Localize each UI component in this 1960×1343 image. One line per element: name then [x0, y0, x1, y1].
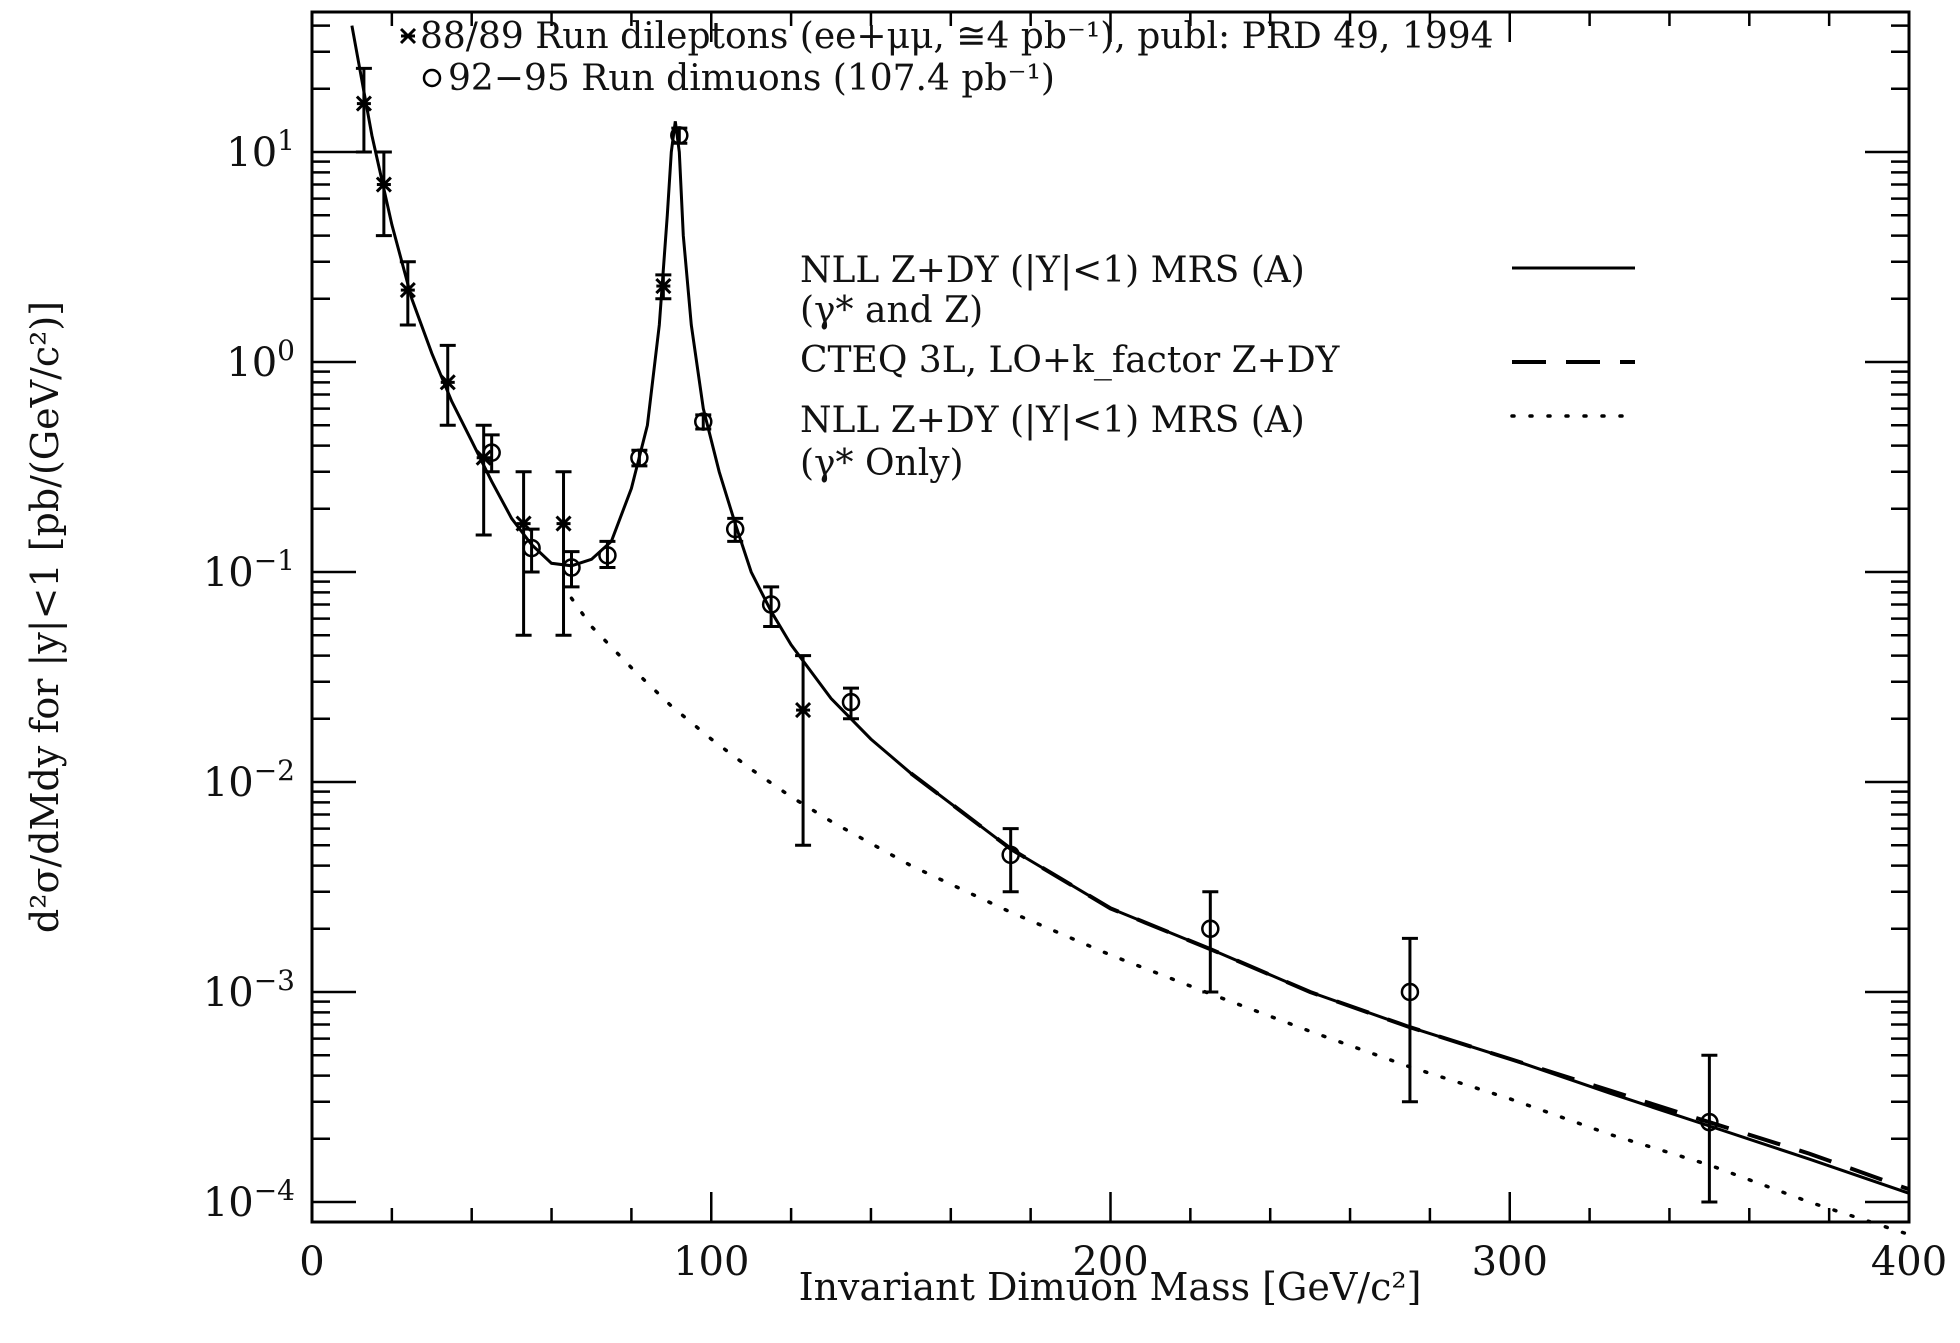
- data-point-star: [475, 423, 492, 537]
- data-point-circle: [562, 550, 581, 589]
- data-point-circle: [630, 448, 649, 468]
- circle-marker: [598, 546, 617, 565]
- y-tick-label: 101: [226, 124, 295, 176]
- legend-dotted-label-2: (γ* Only): [800, 443, 964, 484]
- legend-star-label: 88/89 Run dileptons (ee+μμ, ≅4 pb⁻¹), pu…: [420, 16, 1494, 57]
- circle-marker: [761, 595, 781, 614]
- data-point-star: [375, 150, 392, 238]
- legend-right: NLL Z+DY (|Y|<1) MRS (A) (γ* and Z) CTEQ…: [800, 250, 1637, 484]
- data-point-star: [515, 470, 532, 637]
- curve-solid: [350, 25, 1910, 1195]
- points-layer: [355, 66, 1719, 1204]
- data-point-circle: [1700, 1053, 1719, 1204]
- data-point-circle: [1201, 890, 1220, 994]
- y-tick-label: 10−1: [203, 544, 295, 596]
- y-tick-label: 10−3: [203, 964, 295, 1016]
- y-tick-label: 100: [226, 334, 295, 386]
- data-point-circle: [725, 516, 745, 543]
- data-point-circle: [1400, 936, 1420, 1104]
- data-point-circle: [841, 686, 861, 721]
- data-point-circle: [761, 585, 781, 629]
- x-tick-label: 400: [1871, 1239, 1947, 1285]
- ticks-layer: [310, 12, 1911, 1222]
- data-point-star: [555, 470, 572, 637]
- y-tick-label: 10−4: [203, 1174, 295, 1226]
- data-point-star: [655, 273, 672, 301]
- data-point-star: [355, 66, 372, 154]
- circle-marker: [482, 443, 501, 462]
- circle-marker: [694, 412, 713, 431]
- curves-layer: [350, 25, 1911, 1237]
- legend-dotted-label: NLL Z+DY (|Y|<1) MRS (A): [800, 400, 1305, 441]
- data-point-circle: [482, 433, 501, 474]
- circle-marker: [670, 126, 689, 145]
- circle-marker: [1201, 919, 1220, 939]
- data-point-star: [795, 654, 812, 847]
- circle-marker: [562, 558, 581, 577]
- circle-marker: [522, 538, 541, 558]
- data-point-star: [439, 343, 456, 427]
- x-tick-label: 0: [299, 1239, 324, 1285]
- circle-marker: [841, 692, 861, 712]
- x-axis-title: Invariant Dimuon Mass [GeV/c²]: [799, 1265, 1422, 1309]
- y-axis-title: d²σ/dMdy for |y|<1 [pb/(GeV/c²)]: [23, 301, 67, 933]
- data-point-circle: [522, 527, 541, 574]
- legend-circle-label: 92−95 Run dimuons (107.4 pb⁻¹): [448, 58, 1055, 99]
- x-tick-label: 300: [1472, 1239, 1548, 1285]
- data-point-circle: [694, 412, 713, 431]
- circle-marker: [725, 519, 745, 539]
- legend-top-left: 88/89 Run dileptons (ee+μμ, ≅4 pb⁻¹), pu…: [399, 16, 1494, 99]
- x-tick-label: 200: [1072, 1239, 1148, 1285]
- circle-marker: [1700, 1112, 1719, 1132]
- legend-dashed-label: CTEQ 3L, LO+k_factor Z+DY: [800, 340, 1341, 381]
- legend-solid-label-2: (γ* and Z): [800, 290, 983, 331]
- circle-marker: [630, 448, 649, 467]
- legend-solid-label: NLL Z+DY (|Y|<1) MRS (A): [800, 250, 1305, 291]
- data-point-star: [399, 260, 416, 327]
- data-point-circle: [670, 126, 689, 145]
- tick-labels-layer: 0 100 200 300 400 10−4 10−3 10−2 10−1 100 101: [203, 124, 1947, 1285]
- circle-marker: [1001, 845, 1020, 865]
- legend-circle-marker: [422, 68, 442, 88]
- circle-marker: [1400, 982, 1420, 1002]
- plot-frame: [310, 10, 1911, 1224]
- data-point-circle: [598, 539, 617, 570]
- curve-dotted: [569, 596, 1911, 1237]
- data-point-circle: [1001, 827, 1020, 894]
- y-tick-label: 10−2: [203, 754, 295, 806]
- x-tick-label: 100: [673, 1239, 749, 1285]
